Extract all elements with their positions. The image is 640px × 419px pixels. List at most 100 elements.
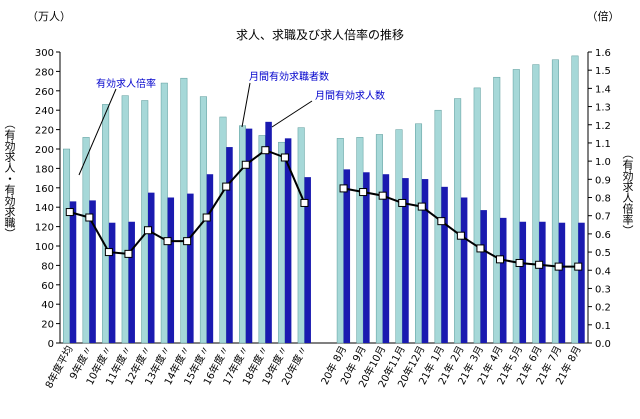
y-left-tick-label: 80	[41, 261, 54, 272]
bar-job-seekers	[512, 69, 520, 344]
y-left-tick-label: 100	[35, 242, 54, 253]
ratio-point-marker	[339, 184, 348, 193]
bar-job-seekers	[434, 109, 442, 344]
chart-title: 求人、求職及び求人倍率の推移	[236, 27, 404, 42]
bar-job-seekers	[141, 100, 149, 344]
y-left-unit: （万人）	[27, 10, 71, 23]
bar-job-seekers	[493, 76, 501, 344]
y-right-tick-label: 1.6	[595, 48, 611, 59]
bar-job-seekers	[375, 134, 383, 344]
y-right-tick-label: 1.4	[595, 84, 611, 95]
y-right-tick-label: 0.8	[595, 194, 611, 205]
y-right-axis-title: （有効求人倍率）	[621, 148, 634, 236]
bar-job-openings	[69, 201, 77, 343]
y-right-tick-label: 0.4	[595, 266, 611, 277]
ratio-point-marker	[202, 213, 211, 222]
bar-job-seekers	[336, 138, 344, 344]
bar-job-seekers	[473, 87, 481, 344]
bar-job-openings	[480, 210, 487, 343]
ratio-point-marker	[417, 202, 426, 211]
bar-job-openings	[402, 178, 409, 343]
y-right-tick-label: 1.5	[595, 66, 611, 77]
ratio-point-marker	[183, 237, 192, 246]
ratio-point-marker	[85, 213, 94, 222]
bar-job-openings	[265, 121, 272, 343]
y-right-tick-label: 0.9	[595, 175, 611, 186]
bar-job-openings	[460, 197, 468, 343]
y-left-tick-label: 220	[35, 126, 54, 137]
y-right-tick-label: 0.6	[595, 230, 611, 241]
y-right-unit: （倍）	[587, 9, 620, 23]
bar-job-seekers	[297, 127, 305, 344]
y-right-tick-label: 1.3	[595, 103, 611, 114]
y-left-tick-label: 180	[35, 164, 54, 175]
bar-job-seekers	[258, 135, 266, 344]
y-right-tick-label: 0.7	[595, 212, 611, 223]
y-left-tick-label: 160	[35, 184, 54, 195]
bar-job-openings	[500, 217, 507, 343]
bar-job-seekers	[219, 116, 227, 344]
bar-job-openings	[148, 192, 155, 343]
ratio-point-marker	[300, 198, 309, 207]
y-right-tick-label: 0.1	[595, 321, 611, 332]
ratio-point-marker	[496, 255, 504, 264]
bar-job-openings	[539, 221, 546, 343]
bar-job-seekers	[356, 137, 364, 344]
bar-job-openings	[89, 200, 96, 343]
bar-job-openings	[382, 174, 390, 343]
y-right-tick-label: 0.3	[595, 284, 611, 295]
ratio-point-marker	[398, 198, 407, 207]
bar-job-openings	[108, 222, 116, 343]
y-right-tick-label: 1.0	[595, 157, 611, 168]
ratio-point-marker	[65, 208, 74, 217]
y-left-tick-label: 20	[41, 320, 54, 331]
ratio-point-marker	[476, 244, 485, 253]
bar-job-seekers	[571, 55, 579, 344]
bar-job-seekers	[278, 141, 286, 344]
bar-job-openings	[421, 179, 429, 343]
y-left-tick-label: 40	[41, 300, 54, 311]
bar-job-openings	[167, 197, 175, 343]
ratio-point-marker	[280, 153, 289, 162]
ratio-point-marker	[378, 191, 387, 200]
y-right-tick-label: 0.2	[595, 303, 611, 314]
bar-job-seekers	[180, 77, 188, 344]
y-right-tick-label: 1.1	[595, 139, 611, 150]
y-left-tick-label: 0	[48, 339, 54, 350]
callout-leader-seekers	[241, 82, 251, 128]
y-right-tick-label: 0.5	[595, 248, 611, 259]
x-tick-label: 8年度平均	[42, 343, 75, 390]
ratio-point-marker	[456, 231, 465, 240]
ratio-point-marker	[515, 258, 524, 267]
callout-leader-openings	[271, 100, 313, 128]
bar-job-openings	[578, 222, 585, 343]
y-left-tick-label: 140	[35, 203, 54, 214]
ratio-point-marker	[104, 248, 113, 257]
ratio-point-marker	[535, 260, 544, 269]
bar-job-openings	[284, 138, 292, 343]
x-tick-labels: 8年度平均9年度〃10年度〃11年度〃12年度〃13年度〃14年度〃15年度〃1…	[42, 343, 584, 390]
legend-openings-label: 月間有効求人数	[315, 89, 385, 102]
bar-job-openings	[363, 172, 370, 343]
axes-group: 0 20 40 60 80 100 120 140 160 180 200 220 240 260 280 3…	[35, 48, 611, 350]
ratio-point-marker	[359, 188, 368, 197]
bar-job-openings	[226, 147, 233, 343]
bar-job-openings	[187, 193, 194, 343]
bar-job-seekers	[82, 137, 90, 344]
bar-job-openings	[128, 221, 135, 343]
y-right-tick-label: 1.2	[595, 121, 611, 132]
bar-job-seekers	[160, 82, 168, 344]
bar-job-seekers	[395, 129, 403, 344]
bar-job-openings	[304, 177, 311, 343]
ratio-point-marker	[437, 217, 446, 226]
legend-ratio-label: 有効求人倍率	[96, 77, 156, 90]
y-left-tick-label: 240	[35, 106, 54, 117]
bar-job-seekers	[532, 64, 540, 344]
legend-seekers-label: 月間有効求職者数	[249, 70, 329, 83]
y-left-tick-label: 60	[41, 281, 54, 292]
y-left-axis-title: （有効求人・有効求職）	[3, 118, 16, 239]
ratio-point-marker	[222, 182, 231, 191]
y-left-tick-label: 200	[35, 145, 54, 156]
